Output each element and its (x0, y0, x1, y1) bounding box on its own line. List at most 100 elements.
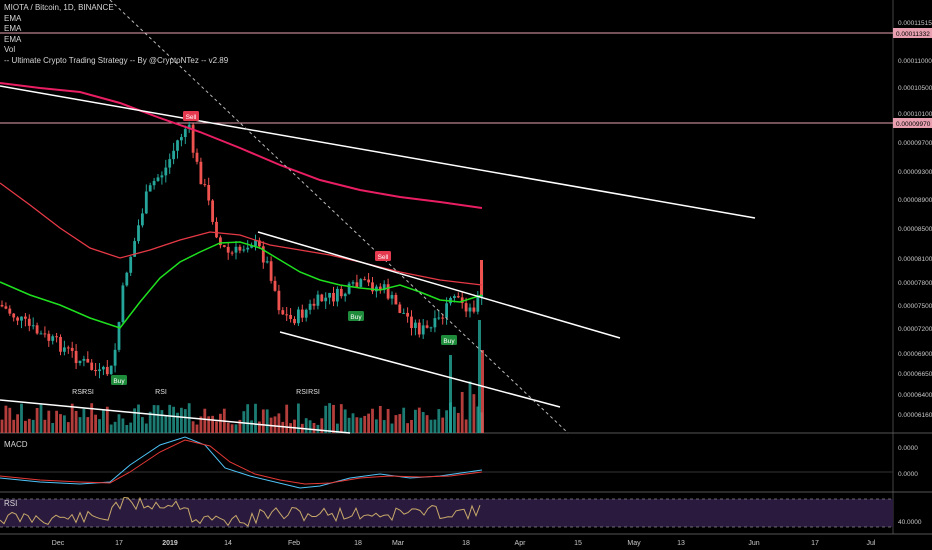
volume-bar (66, 422, 70, 433)
legend-ema-3[interactable]: EMA (4, 34, 22, 44)
candle-body (359, 279, 363, 287)
volume-bar (156, 405, 160, 433)
candle-body (74, 350, 78, 364)
volume-bar (246, 404, 250, 433)
volume-bar (180, 407, 183, 433)
volume-bar (304, 418, 308, 433)
candle-body (378, 286, 382, 291)
volume-bar (199, 416, 203, 433)
candle-body (402, 312, 406, 314)
candle-body (203, 184, 207, 186)
candle-body (207, 184, 211, 201)
candle-body (293, 318, 296, 324)
y-tick-label: 0.00011515 (898, 20, 932, 27)
candle-body (250, 245, 253, 248)
x-tick-label: 13 (677, 540, 685, 547)
candle-body (254, 240, 257, 246)
volume-bar (445, 410, 448, 433)
volume-bar (378, 405, 382, 433)
x-tick-label: May (627, 540, 641, 547)
volume-bar (410, 419, 413, 433)
candle-body (410, 316, 413, 329)
ema-fast-line (0, 241, 483, 329)
candle-body (187, 124, 191, 130)
y-tick-label: 0.00006650 (898, 371, 932, 378)
candle-body (215, 221, 218, 238)
volume-bar (117, 414, 121, 433)
volume-bar (207, 416, 211, 433)
volume-bar (316, 424, 320, 433)
volume-bar (90, 403, 94, 433)
candle-body (125, 272, 129, 286)
candle-body (425, 325, 429, 328)
candle-body (20, 316, 23, 321)
candle-body (8, 308, 12, 314)
candle-body (371, 282, 374, 292)
legend-volume[interactable]: Vol (4, 45, 16, 54)
candle-body (27, 318, 31, 326)
volume-bar (168, 404, 172, 433)
volume-bar (441, 417, 445, 433)
macd-tick-label: 0.0000 (898, 471, 918, 478)
candle-body (199, 161, 203, 185)
candle-body (160, 175, 164, 178)
volume-bar (258, 421, 261, 433)
buy-signal-badge (111, 375, 127, 385)
volume-bar (121, 418, 125, 433)
candle-body (433, 318, 437, 328)
volume-bar (402, 407, 406, 433)
candle-body (328, 292, 331, 298)
volume-bar (265, 409, 269, 433)
legend-strategy[interactable]: -- Ultimate Crypto Trading Strategy -- B… (4, 55, 229, 65)
candle-body (63, 347, 66, 352)
volume-bar (332, 404, 335, 433)
candle-body (464, 303, 468, 312)
volume-bar (98, 419, 101, 433)
volume-bar (133, 408, 136, 433)
volume-bar (351, 413, 355, 433)
volume-bar (390, 423, 394, 433)
volume-bar (478, 320, 481, 433)
volume-bar (94, 414, 97, 433)
volume-bar (141, 417, 144, 433)
y-tick-label: 0.00007500 (898, 303, 932, 310)
volume-bar (59, 414, 62, 433)
legend-ema-2[interactable]: EMA (4, 24, 22, 33)
volume-bar (285, 404, 289, 433)
candle-body (129, 256, 133, 273)
candle-body (394, 294, 398, 305)
candle-body (414, 322, 417, 329)
volume-bar (129, 422, 133, 433)
volume-bar (102, 409, 105, 433)
volume-bar (74, 410, 78, 433)
volume-bar (277, 413, 281, 433)
volume-bar (281, 421, 285, 433)
rsi-band (0, 499, 893, 527)
volume-bar (324, 405, 328, 433)
candle-body (297, 309, 300, 324)
candle-body (441, 317, 445, 319)
candle-body (102, 366, 105, 370)
candle-body (445, 303, 448, 318)
volume-bar (125, 424, 129, 433)
candle-body (304, 309, 308, 318)
rsi-tick-label: 40.0000 (898, 519, 922, 526)
volume-bar (336, 423, 339, 433)
buy-signal-label: Buy (350, 314, 362, 321)
volume-bar (148, 411, 152, 433)
volume-bar (453, 406, 456, 433)
volume-bar (226, 422, 230, 433)
trendline-channel-bottom (279, 331, 561, 408)
volume-bar (4, 405, 8, 433)
y-tick-label: 0.00011000 (898, 58, 932, 65)
x-tick-label: Dec (52, 540, 65, 547)
legend-ema-1[interactable]: EMA (4, 13, 22, 23)
candle-body (55, 336, 58, 338)
legend-symbol: MIOTA / Bitcoin, 1D, BINANCE (4, 3, 114, 12)
volume-bar (82, 408, 86, 433)
candle-body (117, 322, 121, 350)
candle-body (164, 167, 168, 176)
y-tick-label: 0.00008500 (898, 226, 932, 233)
y-tick-label: 0.00008100 (898, 256, 932, 263)
